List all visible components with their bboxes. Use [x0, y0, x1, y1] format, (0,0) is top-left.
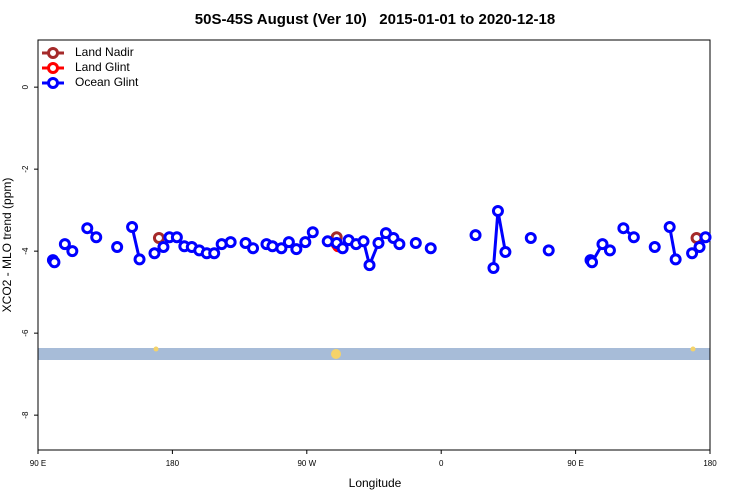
data-point	[48, 256, 61, 269]
data-point	[224, 236, 237, 249]
legend-label: Land Nadir	[75, 45, 134, 59]
data-point	[586, 256, 599, 269]
data-point	[409, 236, 422, 249]
data-point	[542, 244, 555, 257]
data-point	[157, 241, 170, 254]
data-point	[491, 204, 504, 217]
data-point	[275, 242, 288, 255]
data-point	[247, 242, 260, 255]
data-point	[499, 245, 512, 258]
data-point	[357, 235, 370, 248]
legend-label: Land Glint	[75, 60, 130, 74]
data-point	[617, 222, 630, 235]
x-tick-label: 90 E	[567, 459, 583, 468]
data-point	[487, 261, 500, 274]
y-tick-label: -6	[21, 329, 30, 337]
data-point	[126, 220, 139, 233]
data-point	[336, 242, 349, 255]
chart-title: 50S-45S August (Ver 10) 2015-01-01 to 20…	[195, 11, 555, 28]
data-point	[81, 222, 94, 235]
data-point	[669, 253, 682, 266]
y-tick-label: 0	[21, 84, 30, 89]
data-point	[424, 242, 437, 255]
x-tick-label: 90 W	[297, 459, 316, 468]
data-point	[693, 241, 706, 254]
data-point	[282, 236, 295, 249]
data-point	[596, 238, 609, 251]
data-point	[686, 247, 699, 260]
data-point	[58, 238, 71, 251]
band-marker	[690, 346, 696, 352]
plot-frame	[37, 39, 711, 451]
data-point	[648, 241, 661, 254]
band-marker	[331, 349, 341, 359]
data-point	[321, 235, 334, 248]
y-tick-label: -4	[21, 247, 30, 255]
y-axis-label: XCO2 - MLO trend (ppm)	[0, 178, 14, 313]
data-point	[170, 231, 183, 244]
data-point	[699, 231, 712, 244]
data-point	[208, 247, 221, 260]
data-point	[133, 253, 146, 266]
x-tick-label: 90 E	[30, 459, 46, 468]
data-point	[299, 236, 312, 249]
legend-marker	[47, 47, 59, 59]
data-point	[290, 243, 303, 256]
data-point	[372, 236, 385, 249]
y-tick-label: -2	[21, 165, 30, 173]
data-point	[663, 220, 676, 233]
legend-marker	[47, 77, 59, 89]
data-point	[627, 231, 640, 244]
data-point	[152, 232, 165, 245]
data-point	[306, 226, 319, 239]
x-axis-label: Longitude	[349, 476, 402, 490]
data-point	[603, 244, 616, 257]
data-point	[363, 259, 376, 272]
band-marker	[153, 346, 159, 352]
legend-label: Ocean Glint	[75, 75, 139, 89]
data-point	[239, 236, 252, 249]
legend-marker	[47, 62, 59, 74]
data-point	[469, 229, 482, 242]
x-tick-label: 180	[703, 459, 717, 468]
x-tick-label: 180	[166, 459, 180, 468]
x-tick-label: 0	[439, 459, 444, 468]
surface-band	[38, 348, 710, 360]
data-point	[111, 241, 124, 254]
y-tick-label: -8	[21, 411, 30, 419]
data-point	[148, 247, 161, 260]
data-point	[66, 245, 79, 258]
data-point	[393, 238, 406, 251]
data-point	[90, 231, 103, 244]
data-point	[524, 232, 537, 245]
